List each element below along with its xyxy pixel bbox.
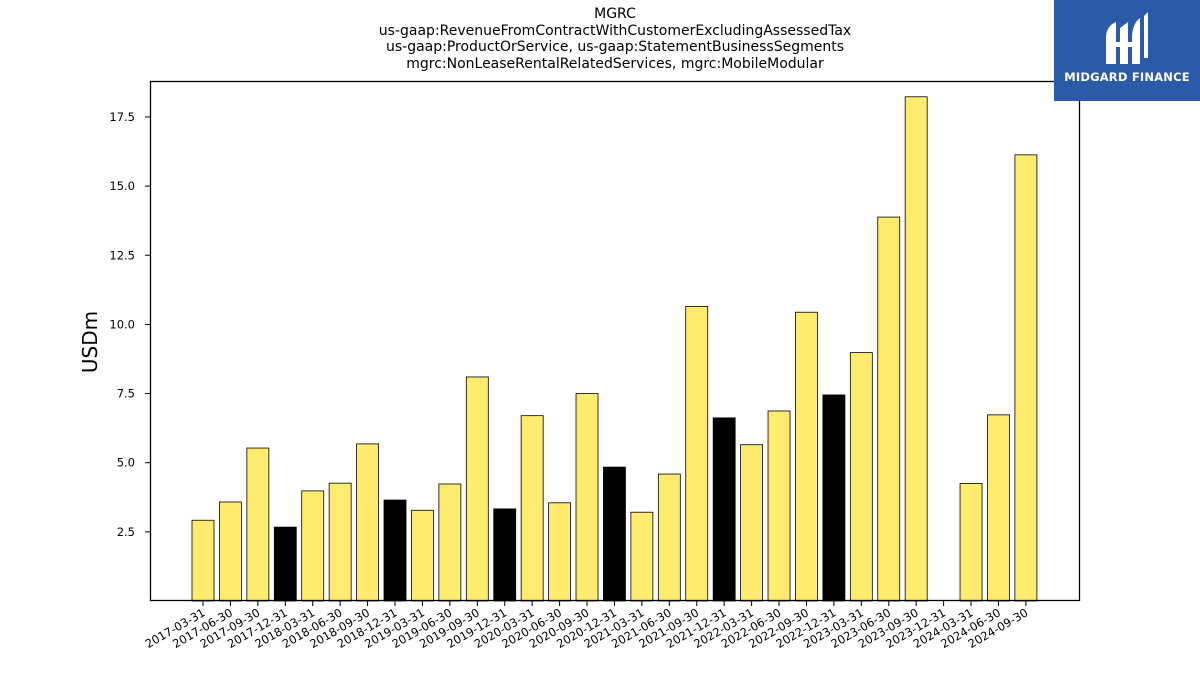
y-tick-label: 10.0 xyxy=(109,317,135,331)
bar-2022-03-31 xyxy=(740,444,763,602)
y-axis-ticks: 2.5 5.0 7.5 10.0 12.5 15.0 17.5 xyxy=(109,110,150,539)
bar-2024-06-30 xyxy=(987,414,1010,602)
bar-2018-06-30 xyxy=(328,482,352,602)
plot-frame xyxy=(149,80,1081,602)
bar-2017-09-30 xyxy=(246,447,270,602)
bar-2019-03-31 xyxy=(411,509,434,602)
bar-2024-09-30 xyxy=(1014,154,1038,602)
chart-title-block: MGRC us-gaap:RevenueFromContractWithCust… xyxy=(150,6,1080,72)
y-tick-label: 15.0 xyxy=(109,179,135,193)
y-axis-label: USDm xyxy=(78,311,102,373)
bar-2021-03-31 xyxy=(630,511,654,602)
bar-2017-03-31 xyxy=(191,519,215,602)
bar-2020-06-30 xyxy=(548,502,571,602)
bar-2022-06-30 xyxy=(767,410,791,602)
bar-2022-12-31 xyxy=(822,394,846,602)
chart-title: MGRC xyxy=(594,6,636,22)
bar-2021-09-30 xyxy=(685,306,709,602)
bar-2024-03-31 xyxy=(959,483,983,602)
bar-2021-06-30 xyxy=(657,473,681,602)
bar-2023-06-30 xyxy=(877,216,901,602)
y-tick-label: 17.5 xyxy=(109,110,135,124)
logo-text: MIDGARD FINANCE xyxy=(1064,70,1190,84)
y-tick-label: 2.5 xyxy=(117,525,135,539)
bar-2017-12-31 xyxy=(273,526,297,602)
bar-2020-03-31 xyxy=(520,415,544,602)
chart-subtitle-line-1: us-gaap:RevenueFromContractWithCustomerE… xyxy=(378,22,852,39)
bar-2019-06-30 xyxy=(438,483,462,602)
bar-2018-09-30 xyxy=(356,443,379,602)
midgard-logo-icon xyxy=(1106,12,1148,64)
bar-2021-12-31 xyxy=(712,417,736,602)
bar-2018-03-31 xyxy=(301,490,325,602)
bar-2022-09-30 xyxy=(795,311,818,602)
bar-2020-09-30 xyxy=(575,393,599,602)
bar-2020-12-31 xyxy=(603,466,626,602)
bar-2018-12-31 xyxy=(383,499,407,602)
y-tick-label: 5.0 xyxy=(117,456,135,470)
bar-2019-12-31 xyxy=(493,508,517,602)
bars-group xyxy=(191,96,1038,602)
bar-2023-03-31 xyxy=(849,352,873,602)
bar-2019-09-30 xyxy=(465,376,489,602)
midgard-finance-logo: MIDGARD FINANCE xyxy=(1054,0,1200,101)
bar-2023-09-30 xyxy=(904,96,928,602)
chart-subtitle-line-2: us-gaap:ProductOrService, us-gaap:Statem… xyxy=(385,39,844,55)
chart-subtitle-line-3: mgrc:NonLeaseRentalRelatedServices, mgrc… xyxy=(406,55,824,72)
y-tick-label: 12.5 xyxy=(109,248,135,262)
y-tick-label: 7.5 xyxy=(117,387,135,401)
bar-2017-06-30 xyxy=(219,501,242,602)
x-axis-ticks: 2017-03-312017-06-302017-09-302017-12-31… xyxy=(143,601,1030,651)
